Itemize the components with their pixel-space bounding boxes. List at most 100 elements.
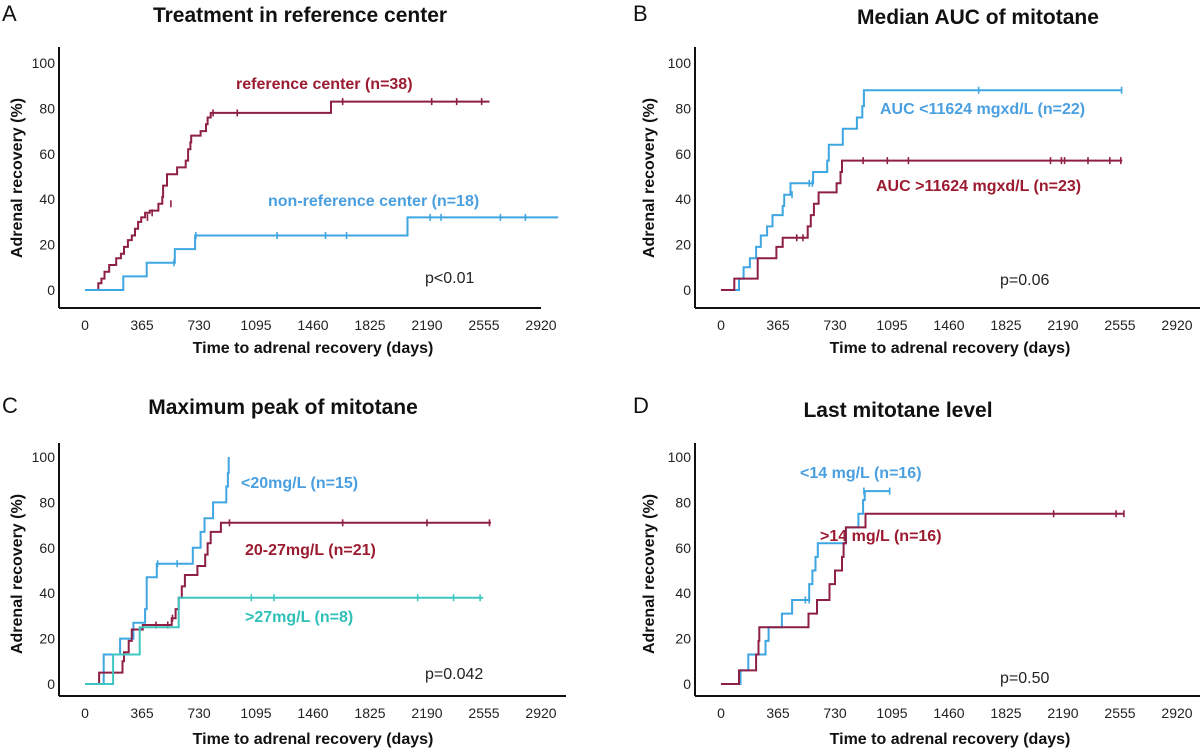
x-tick-label: 2190 [411, 317, 442, 333]
y-tick-label: 40 [39, 191, 55, 207]
x-tick-label: 1095 [876, 705, 907, 721]
y-tick-label: 80 [675, 100, 691, 116]
x-tick-label: 1825 [354, 705, 385, 721]
x-tick-label: 2190 [411, 705, 442, 721]
x-tick-label: 2920 [525, 317, 556, 333]
p-value: p=0.50 [1000, 670, 1049, 687]
x-tick-label: 2920 [1161, 705, 1192, 721]
y-tick-label: 60 [675, 540, 691, 556]
x-tick-label: 2555 [468, 317, 499, 333]
x-tick-label: 365 [766, 705, 790, 721]
panel-title: Maximum peak of mitotane [148, 396, 418, 419]
x-tick-label: 2555 [1104, 317, 1135, 333]
y-tick-label: 80 [39, 100, 55, 116]
y-tick-label: 20 [39, 631, 55, 647]
y-tick-label: 0 [683, 282, 691, 298]
x-tick-label: 1460 [297, 317, 328, 333]
x-tick-label: 1095 [876, 317, 907, 333]
km-curve-blue [85, 457, 230, 685]
y-tick-label: 100 [668, 55, 692, 71]
km-curve-blue [85, 216, 559, 291]
p-value: p<0.01 [425, 270, 474, 287]
x-tick-label: 2190 [1047, 317, 1078, 333]
y-tick-label: 100 [32, 449, 56, 465]
x-axis-title: Time to adrenal recovery (days) [830, 340, 1071, 357]
y-tick-label: 40 [39, 585, 55, 601]
panel-title: Treatment in reference center [153, 4, 447, 27]
x-tick-label: 1095 [240, 317, 271, 333]
km-curve-blue [721, 490, 890, 685]
series-label-over-14: >14 mg/L (n=16) [820, 528, 942, 545]
x-tick-label: 1460 [933, 317, 964, 333]
y-tick-label: 100 [32, 55, 56, 71]
x-tick-label: 2190 [1047, 705, 1078, 721]
km-curve-red [721, 512, 1124, 685]
km-curve-red [85, 100, 490, 291]
x-tick-label: 1095 [240, 705, 271, 721]
y-tick-label: 20 [39, 237, 55, 253]
x-tick-label: 1825 [990, 705, 1021, 721]
series-label-auc-low: AUC <11624 mgxd/L (n=22) [880, 101, 1085, 118]
panel-title: Median AUC of mitotane [857, 6, 1099, 29]
x-tick-label: 730 [823, 705, 847, 721]
y-tick-label: 80 [675, 494, 691, 510]
y-tick-label: 100 [668, 449, 692, 465]
series-label-non-reference-center: non-reference center (n=18) [268, 193, 479, 210]
panel-letter: A [2, 1, 17, 26]
y-axis-title: Adrenal recovery (%) [641, 494, 658, 654]
x-tick-label: 365 [130, 705, 154, 721]
x-tick-label: 365 [130, 317, 154, 333]
x-tick-label: 1825 [354, 317, 385, 333]
x-tick-label: 2555 [1104, 705, 1135, 721]
y-axis-title: Adrenal recovery (%) [9, 494, 26, 654]
series-label-20-27: 20-27mg/L (n=21) [245, 542, 376, 559]
x-tick-label: 730 [187, 705, 211, 721]
x-tick-label: 0 [81, 705, 89, 721]
x-tick-label: 2920 [1161, 317, 1192, 333]
panel-b: B Median AUC of mitotane Adrenal recover… [633, 1, 1200, 357]
panel-letter: B [633, 1, 648, 26]
y-tick-label: 40 [675, 191, 691, 207]
km-curve-blue [721, 89, 1123, 291]
x-tick-label: 730 [823, 317, 847, 333]
y-axis-title: Adrenal recovery (%) [641, 98, 658, 258]
x-tick-label: 1460 [297, 705, 328, 721]
x-axis-title: Time to adrenal recovery (days) [830, 731, 1071, 748]
y-tick-label: 80 [39, 494, 55, 510]
series-label-under-14: <14 mg/L (n=16) [800, 465, 922, 482]
panel-a: A Treatment in reference center Adrenal … [2, 1, 559, 357]
series-label-over-27: >27mg/L (n=8) [245, 609, 353, 626]
y-tick-label: 20 [675, 237, 691, 253]
km-curve-teal [85, 596, 484, 685]
km-curve-red [721, 159, 1123, 291]
panel-c: C Maximum peak of mitotane Adrenal recov… [2, 393, 566, 748]
x-tick-label: 1825 [990, 317, 1021, 333]
x-tick-label: 730 [187, 317, 211, 333]
y-tick-label: 0 [683, 676, 691, 692]
x-tick-label: 2555 [468, 705, 499, 721]
x-tick-label: 0 [81, 317, 89, 333]
series-label-under-20: <20mg/L (n=15) [241, 475, 358, 492]
panel-title: Last mitotane level [803, 399, 992, 422]
y-tick-label: 60 [675, 146, 691, 162]
y-tick-label: 40 [675, 585, 691, 601]
km-curve-red [85, 521, 491, 685]
x-tick-label: 365 [766, 317, 790, 333]
y-tick-label: 0 [47, 676, 55, 692]
x-tick-label: 0 [717, 705, 725, 721]
x-axis-title: Time to adrenal recovery (days) [193, 340, 434, 357]
x-tick-label: 2920 [525, 705, 556, 721]
x-axis-title: Time to adrenal recovery (days) [193, 731, 434, 748]
p-value: p=0.06 [1000, 272, 1049, 289]
y-tick-label: 20 [675, 631, 691, 647]
panel-letter: D [633, 393, 649, 418]
panel-letter: C [2, 393, 18, 418]
y-tick-label: 60 [39, 146, 55, 162]
series-label-auc-high: AUC >11624 mgxd/L (n=23) [876, 178, 1081, 195]
panel-d: D Last mitotane level Adrenal recovery (… [633, 393, 1200, 748]
y-axis-title: Adrenal recovery (%) [9, 98, 26, 258]
x-tick-label: 1460 [933, 705, 964, 721]
p-value: p=0.042 [425, 666, 483, 683]
series-label-reference-center: reference center (n=38) [236, 76, 413, 93]
